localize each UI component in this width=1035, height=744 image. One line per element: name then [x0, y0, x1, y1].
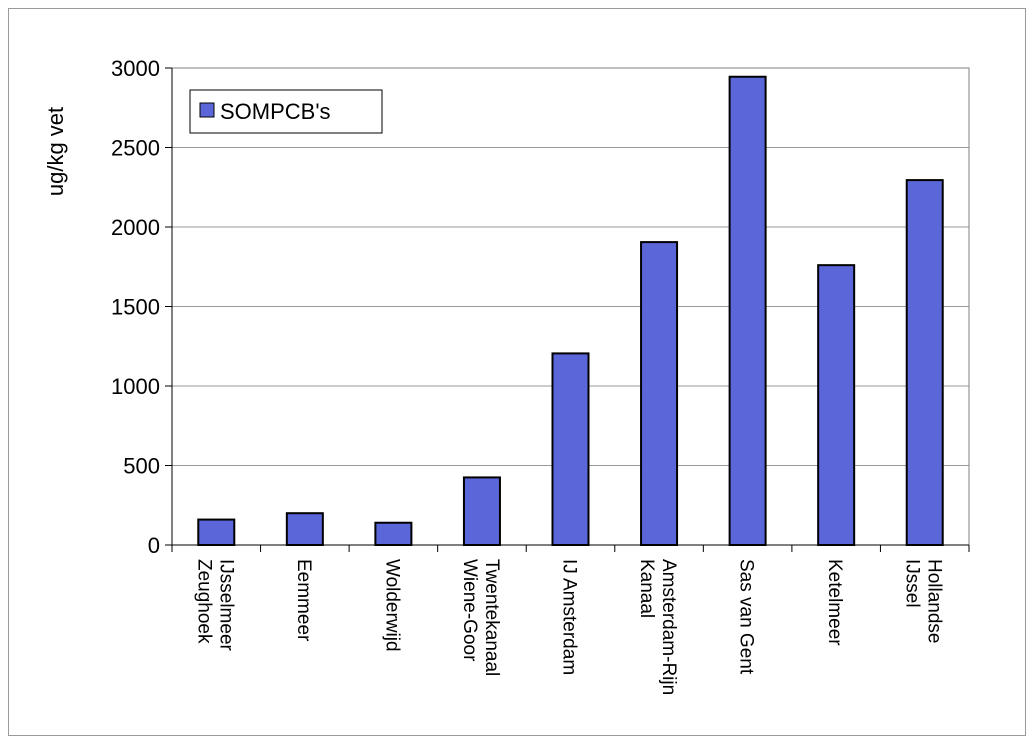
y-tick-labels: 0 500 1000 1500 2000 2500 3000 — [111, 56, 160, 558]
x-tick-label: Eemmeer — [293, 559, 314, 642]
x-tick-label: Wolderwijd — [381, 559, 402, 652]
bar — [728, 75, 767, 547]
bars — [197, 75, 944, 547]
legend-label: SOMPCB's — [220, 99, 331, 124]
bar — [462, 476, 501, 546]
legend-box — [189, 89, 383, 134]
bar-chart: 0 500 1000 1500 2000 2500 3000 IJsselmeerZeugh… — [43, 56, 970, 695]
chart-frame: 0 500 1000 1500 2000 2500 3000 IJsselmeer Zeugh… — [8, 8, 1026, 736]
bar — [905, 179, 944, 546]
x-tick-label-line: Eemmeer — [293, 559, 314, 642]
bar — [551, 352, 590, 546]
x-tick-label-line: IJsselmeer — [215, 559, 236, 652]
y-tick-label: 2000 — [111, 215, 160, 240]
x-tick-label-line: Ketelmeer — [824, 559, 845, 646]
x-tick-label-line: Hollandse — [924, 559, 945, 644]
x-tick-label: Sas van Gent — [736, 559, 757, 675]
bar — [817, 264, 856, 546]
x-tick-label-line: Zeughoek — [193, 559, 214, 644]
x-tick-label-line: Wiene-Goor — [459, 559, 480, 662]
x-tick-label-line: Wolderwijd — [381, 559, 402, 652]
bar — [640, 241, 679, 546]
x-tick-label: IJ Amsterdam — [559, 559, 580, 675]
x-tick-label-line: Amsterdam-Rijn — [658, 559, 679, 695]
x-tick-label-line: IJssel — [902, 559, 923, 608]
x-tick-label-line: IJ Amsterdam — [559, 559, 580, 675]
y-tick-label: 1500 — [111, 295, 160, 320]
y-tick-label: 0 — [148, 533, 160, 558]
x-tick-label: Ketelmeer — [824, 559, 845, 646]
bar — [374, 521, 413, 546]
bar — [285, 512, 324, 547]
y-tick-label: 500 — [123, 454, 160, 479]
x-tick-label-line: Kanaal — [636, 559, 657, 618]
y-tick-label: 1000 — [111, 374, 160, 399]
x-tick-label-line: Twentekanaal — [481, 559, 502, 676]
legend: SOMPCB's — [189, 89, 383, 134]
x-tick-label-line: Sas van Gent — [736, 559, 757, 675]
bar — [197, 518, 236, 546]
y-tick-label: 2500 — [111, 136, 160, 161]
legend-swatch — [199, 102, 215, 118]
y-axis-title: ug/kg vet — [43, 107, 68, 196]
y-tick-label: 3000 — [111, 56, 160, 81]
